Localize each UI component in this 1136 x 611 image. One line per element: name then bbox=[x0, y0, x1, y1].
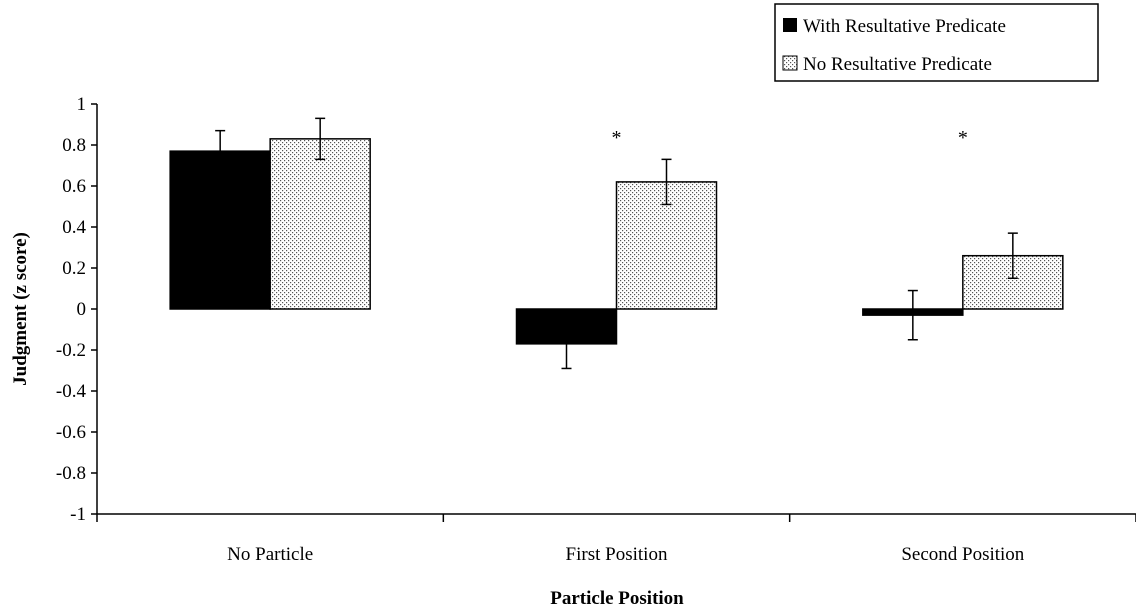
x-category-label: Second Position bbox=[901, 544, 1024, 565]
y-tick-label: -0.8 bbox=[56, 463, 86, 484]
legend-frame bbox=[774, 3, 1099, 82]
legend: With Resultative Predicate No Resultativ… bbox=[774, 3, 1099, 82]
x-category-label: First Position bbox=[566, 544, 668, 565]
legend-label-no-resultative: No Resultative Predicate bbox=[803, 54, 992, 75]
bar-with-resultative bbox=[169, 150, 271, 310]
y-tick-label: -0.2 bbox=[56, 340, 86, 361]
y-tick-label: 0.6 bbox=[62, 176, 86, 197]
y-tick-label: 0.4 bbox=[62, 217, 86, 238]
x-category-label: No Particle bbox=[227, 544, 313, 565]
x-axis-title: Particle Position bbox=[550, 588, 684, 609]
legend-label-with-resultative: With Resultative Predicate bbox=[803, 16, 1006, 37]
y-tick-label: 1 bbox=[77, 94, 87, 115]
plot-area: 1 0.8 0.6 0.4 0.2 0 -0.2 -0.4 -0.6 -0.8 -1 No Parti… bbox=[56, 94, 1136, 565]
bar-no-resultative bbox=[269, 138, 371, 310]
legend-swatch-with-resultative bbox=[783, 18, 797, 32]
y-tick-label: -0.4 bbox=[56, 381, 87, 402]
y-tick-label: 0.2 bbox=[62, 258, 86, 279]
significance-marker: * bbox=[612, 127, 622, 149]
y-tick-label: 0 bbox=[77, 299, 87, 320]
y-axis-title: Judgment (z score) bbox=[10, 232, 31, 386]
legend-swatch-no-resultative bbox=[782, 55, 798, 71]
y-tick-label: -1 bbox=[70, 504, 86, 525]
significance-marker: * bbox=[958, 127, 968, 149]
y-tick-label: -0.6 bbox=[56, 422, 86, 443]
y-tick-label: 0.8 bbox=[62, 135, 86, 156]
